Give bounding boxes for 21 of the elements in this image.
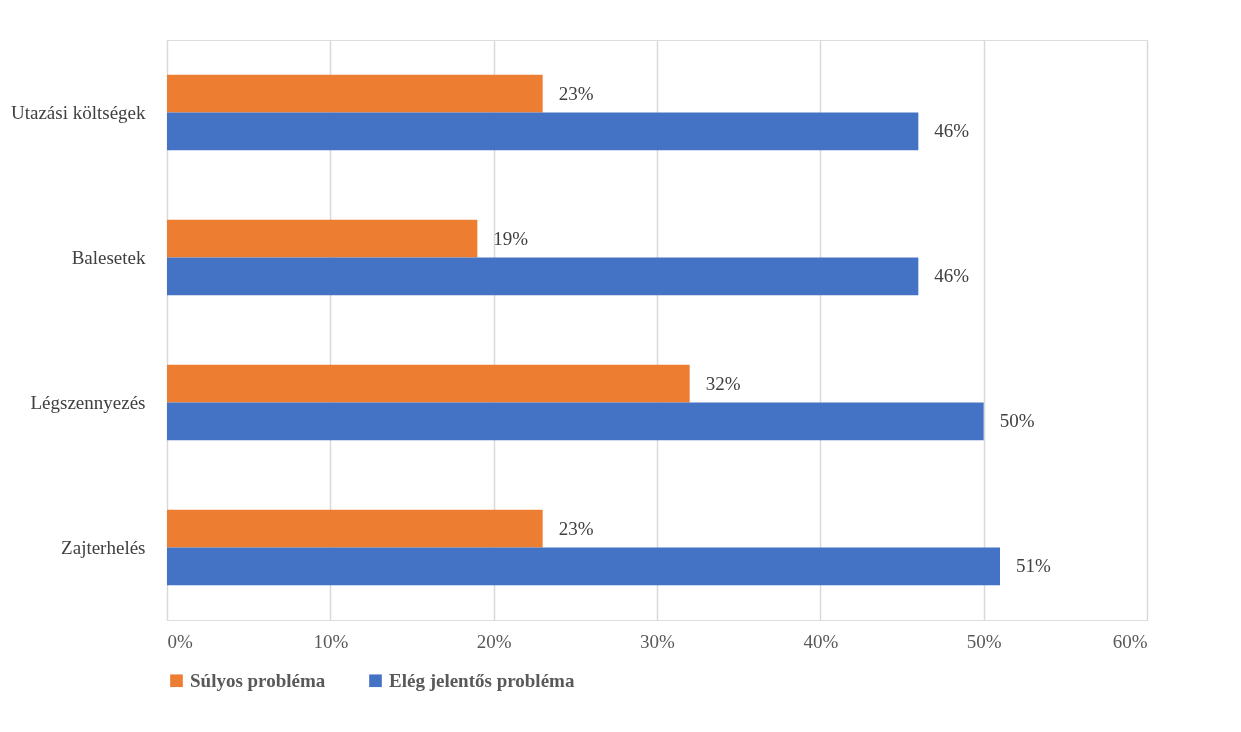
data-label: 46% [934, 120, 970, 142]
y-tick-label: Balesetek [71, 246, 146, 268]
legend-label: Elég jelentős probléma [389, 669, 575, 691]
x-tick-label: 40% [803, 630, 839, 652]
x-tick-label: 60% [1112, 630, 1148, 652]
y-tick-label: Zajterhelés [61, 536, 146, 558]
x-tick-label: 10% [313, 630, 349, 652]
legend-label: Súlyos probléma [190, 669, 326, 691]
data-label: 19% [493, 227, 529, 249]
y-tick-label: Utazási költségek [10, 101, 146, 123]
x-tick-label: 30% [640, 630, 676, 652]
data-label: 50% [999, 410, 1035, 432]
x-tick-label: 20% [476, 630, 512, 652]
x-tick-label: 0% [167, 630, 193, 652]
data-label: 23% [558, 82, 594, 104]
x-tick-label: 50% [966, 630, 1002, 652]
data-label: 46% [934, 265, 970, 287]
y-tick-label: Légszennyezés [30, 391, 146, 413]
data-label: 32% [705, 372, 741, 394]
data-label: 23% [558, 517, 594, 539]
data-label: 51% [1016, 555, 1051, 577]
